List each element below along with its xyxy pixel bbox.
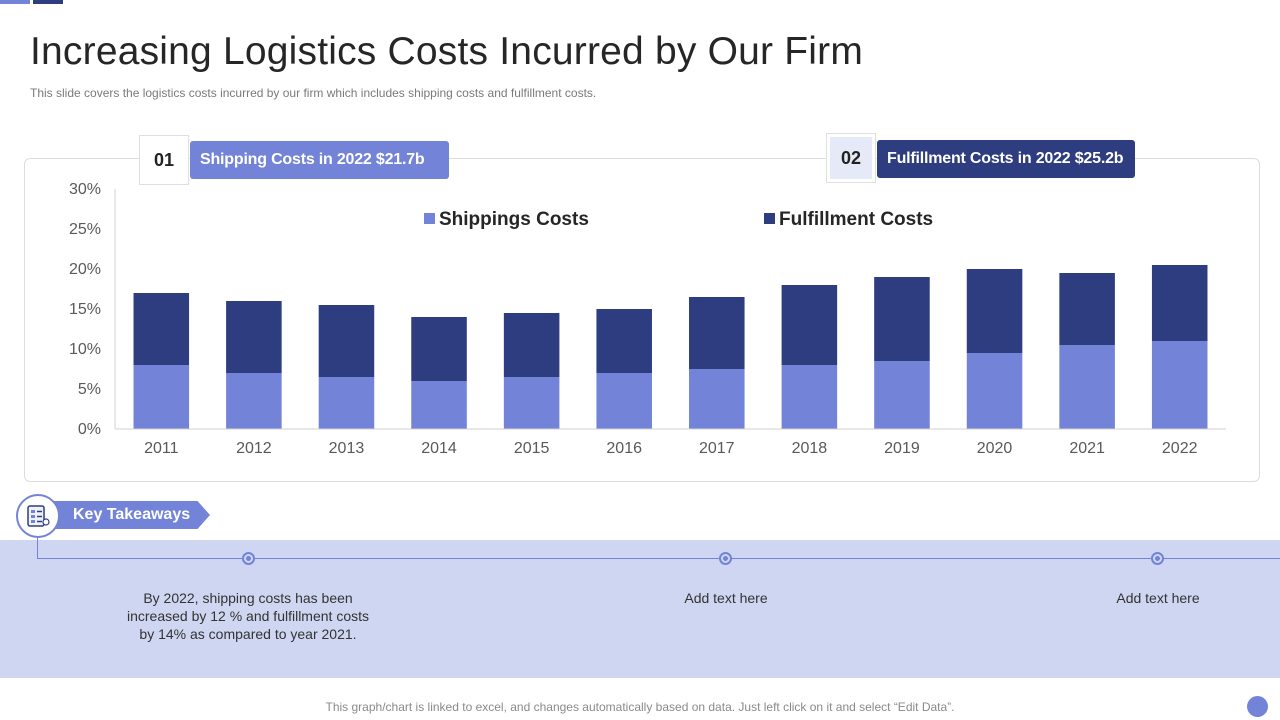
legend-label: Shippings Costs — [439, 209, 589, 230]
bar-shipping-2022 — [1151, 341, 1208, 429]
bar-fulfillment-2012 — [226, 301, 282, 373]
bar-shipping-2016 — [596, 373, 652, 429]
bar-fulfillment-2021 — [1059, 273, 1115, 345]
x-tick-label: 2019 — [884, 440, 920, 457]
legend: Shippings Costs Fulfillment Costs — [424, 209, 933, 230]
footer-note: This graph/chart is linked to excel, and… — [325, 700, 955, 714]
x-tick-label: 2015 — [514, 440, 550, 457]
bar-fulfillment-2015 — [503, 313, 560, 377]
y-tick-label: 30% — [69, 181, 101, 198]
checklist-icon — [16, 494, 60, 538]
badge-01-number: 01 — [143, 139, 185, 181]
y-tick-label: 10% — [69, 341, 101, 358]
legend-label: Fulfillment Costs — [779, 209, 933, 230]
bar-shipping-2021 — [1059, 345, 1115, 429]
legend-swatch — [424, 213, 435, 224]
corner-accent-dark — [33, 0, 63, 4]
bar-shipping-2017 — [689, 369, 745, 429]
x-tick-label: 2017 — [699, 440, 735, 457]
x-tick-label: 2014 — [421, 440, 457, 457]
y-tick-label: 0% — [78, 421, 101, 438]
badge-02: 02 — [826, 133, 876, 183]
bar-fulfillment-2022 — [1151, 265, 1208, 341]
bar-fulfillment-2014 — [411, 317, 467, 381]
timeline-dot — [1151, 552, 1164, 565]
takeaway-note-2: Add text here — [684, 590, 768, 606]
timeline-dot — [242, 552, 255, 565]
corner-accent-light — [0, 0, 30, 4]
x-tick-label: 2021 — [1069, 440, 1105, 457]
bar-fulfillment-2016 — [596, 309, 652, 373]
page-subtitle: This slide covers the logistics costs in… — [30, 86, 597, 100]
x-tick-label: 2016 — [606, 440, 642, 457]
takeaway-note-3: Add text here — [1116, 590, 1200, 606]
bar-shipping-2019 — [874, 361, 930, 429]
bar-fulfillment-2011 — [133, 293, 190, 365]
shipping-costs-callout: Shipping Costs in 2022 $21.7b — [190, 141, 449, 179]
bar-shipping-2018 — [781, 365, 838, 429]
bar-fulfillment-2018 — [781, 285, 838, 365]
takeaways-band — [0, 540, 1280, 678]
bar-fulfillment-2013 — [318, 305, 375, 377]
key-takeaways-label: Key Takeaways — [54, 501, 210, 529]
y-tick-label: 15% — [69, 301, 101, 318]
timeline-line — [37, 558, 1280, 559]
x-tick-label: 2011 — [144, 440, 179, 457]
x-tick-label: 2012 — [236, 440, 272, 457]
legend-swatch — [764, 213, 775, 224]
y-tick-label: 5% — [78, 381, 101, 398]
x-tick-label: 2020 — [977, 440, 1013, 457]
bar-shipping-2014 — [411, 381, 467, 429]
bar-shipping-2011 — [133, 365, 190, 429]
footer-circle — [1247, 696, 1268, 717]
x-tick-label: 2013 — [329, 440, 365, 457]
x-tick-label: 2018 — [792, 440, 828, 457]
bar-shipping-2013 — [318, 377, 375, 429]
fulfillment-costs-callout: Fulfillment Costs in 2022 $25.2b — [877, 140, 1135, 178]
badge-01: 01 — [139, 135, 189, 185]
timeline-connector — [37, 538, 38, 559]
bar-fulfillment-2019 — [874, 277, 930, 361]
bar-shipping-2020 — [966, 353, 1023, 429]
bar-fulfillment-2020 — [966, 269, 1023, 353]
y-axis: 0% 5% 10% 15% 20% 25% 30% — [69, 181, 116, 438]
y-tick-label: 20% — [69, 261, 101, 278]
bars — [133, 265, 1208, 429]
y-tick-label: 25% — [69, 221, 101, 238]
page-title: Increasing Logistics Costs Incurred by O… — [30, 30, 864, 73]
bar-shipping-2015 — [503, 377, 560, 429]
bar-fulfillment-2017 — [689, 297, 745, 369]
takeaway-note-1: By 2022, shipping costs has been increas… — [126, 590, 369, 642]
badge-02-number: 02 — [830, 137, 872, 179]
x-tick-label: 2022 — [1162, 440, 1198, 457]
timeline-dot — [719, 552, 732, 565]
x-axis: 2011 2012 2013 2014 2015 2016 2017 2018 2019 2020… — [115, 428, 1226, 457]
bar-shipping-2012 — [226, 373, 282, 429]
